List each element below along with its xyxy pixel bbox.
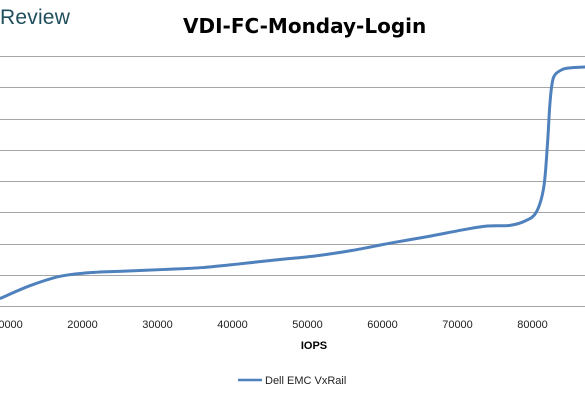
data-point: [542, 186, 545, 189]
data-point: [464, 228, 466, 231]
data-point: [0, 297, 2, 299]
legend-label: Dell EMC VxRail: [265, 375, 346, 387]
data-point: [389, 242, 391, 244]
x-axis-title: IOPS: [301, 340, 327, 352]
data-point: [546, 142, 549, 145]
data-point: [561, 68, 564, 71]
data-point: [164, 268, 166, 271]
x-tick-label: 80000: [517, 319, 548, 331]
chart-legend: Dell EMC VxRail: [238, 375, 346, 387]
review-logo: Review: [0, 6, 71, 29]
series-line: [0, 65, 585, 300]
x-tick-label: 40000: [217, 319, 248, 331]
series-layer: [0, 65, 585, 300]
x-tick-label: 10000: [0, 319, 23, 331]
data-point: [239, 263, 241, 265]
data-point: [29, 284, 31, 287]
data-point: [548, 105, 551, 107]
data-point: [314, 255, 316, 257]
data-point: [486, 225, 489, 227]
data-point: [524, 220, 526, 222]
data-point: [89, 271, 91, 274]
data-point: [554, 73, 556, 76]
data-point: [351, 249, 354, 252]
x-axis-ticks: 10000 20000 30000 40000 50000 60000 70000 80000: [0, 319, 548, 331]
x-tick-label: 60000: [367, 319, 398, 331]
data-point: [276, 258, 279, 261]
data-point: [535, 211, 538, 214]
data-point: [201, 266, 204, 269]
data-point: [426, 235, 429, 238]
grid-lines: [0, 56, 585, 307]
x-tick-label: 30000: [142, 319, 173, 331]
x-tick-label: 20000: [67, 319, 98, 331]
data-point: [569, 67, 571, 69]
data-point: [551, 83, 553, 85]
data-point: [126, 270, 129, 272]
data-point: [59, 275, 61, 278]
x-tick-label: 70000: [442, 319, 473, 331]
chart-title: VDI-FC-Monday-Login: [183, 14, 427, 38]
x-tick-label: 50000: [292, 319, 323, 331]
data-point: [509, 224, 511, 227]
